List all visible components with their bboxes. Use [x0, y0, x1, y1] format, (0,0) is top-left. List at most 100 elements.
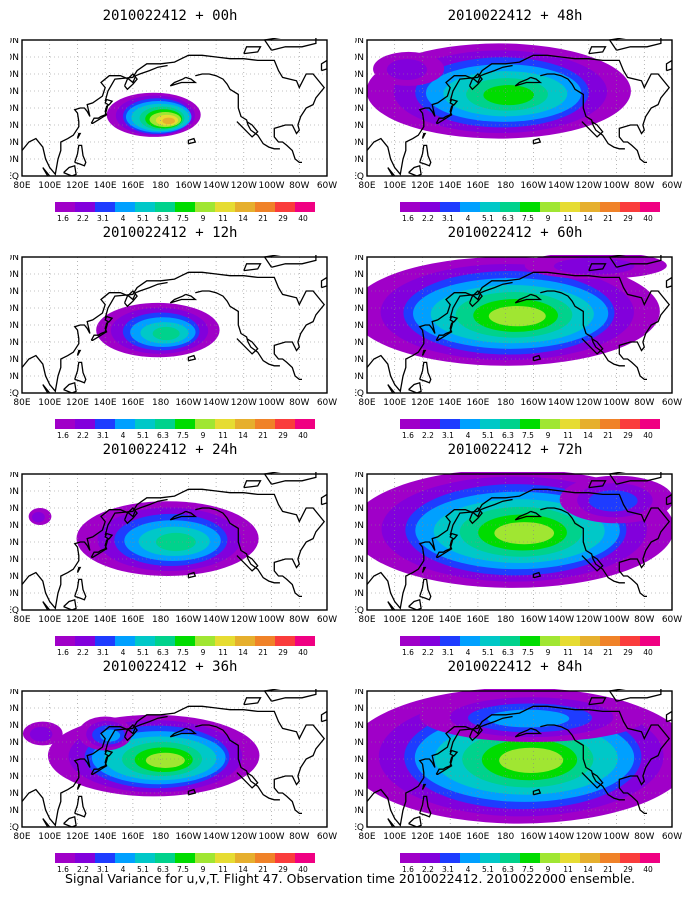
colorbar-label: 14: [238, 214, 248, 223]
coastline: [588, 46, 607, 55]
lat-label: 60N: [355, 721, 364, 731]
colorbar-label: 7.5: [177, 865, 189, 874]
colorbar-label: 1.6: [57, 648, 69, 657]
colorbar-label: 7.5: [177, 431, 189, 440]
colorbar-swatch: [275, 636, 295, 646]
colorbar-label: 21: [603, 431, 613, 440]
coastline: [123, 724, 138, 742]
colorbar-label: 7.5: [177, 648, 189, 657]
lon-label: 120W: [576, 181, 602, 191]
coastline: [408, 815, 422, 828]
colorbar-label: 6.3: [157, 648, 169, 657]
lon-label: 120E: [66, 181, 89, 191]
colorbar-label: 21: [603, 865, 613, 874]
coastline: [532, 788, 542, 796]
lon-label: 80W: [634, 615, 654, 625]
map-48h: 80N 70N 60N 50N 40N 30N 20N 10N EQ80E 100E 120E 140…: [355, 38, 695, 198]
colorbar-swatch: [255, 202, 275, 212]
lon-label: 80E: [358, 398, 375, 408]
lon-label: 100W: [604, 398, 630, 408]
lon-label: 140E: [439, 398, 462, 408]
colorbar-swatch: [115, 419, 135, 429]
coastline: [320, 276, 328, 289]
colorbar-swatch: [215, 419, 235, 429]
lat-label: 20N: [10, 138, 19, 148]
lon-label: 140E: [94, 398, 117, 408]
panel-36h: 2010022412 + 36h 80N 70N 60N 50N 40N 30N 20N 10…: [10, 659, 350, 874]
coastline: [63, 164, 77, 177]
lon-label: 140E: [94, 615, 117, 625]
colorbar-label: 4: [466, 865, 471, 874]
colorbar-label: 4: [466, 648, 471, 657]
colorbar-label: 2.2: [422, 431, 434, 440]
coastline: [665, 276, 673, 289]
coastline: [236, 772, 259, 789]
lon-label: 120W: [231, 181, 257, 191]
colorbar-label: 40: [298, 865, 308, 874]
colorbar-swatch: [580, 636, 600, 646]
coastline: [468, 73, 483, 91]
lon-label: 120W: [231, 615, 257, 625]
colorbar-label: 3.1: [442, 431, 454, 440]
coastline: [90, 315, 114, 341]
colorbar-label: 1.6: [402, 214, 414, 223]
coastline: [90, 532, 114, 558]
coastline: [449, 54, 671, 164]
lat-label: 20N: [355, 355, 364, 365]
lat-label: 60N: [10, 287, 19, 297]
lon-label: 140W: [203, 615, 229, 625]
coastline: [540, 724, 625, 801]
panel-00h: 2010022412 + 00h 80N 70N 60N 50N 40N 30N 20N 10…: [10, 8, 350, 223]
lat-label: 80N: [355, 689, 364, 697]
lon-label: 100W: [604, 832, 630, 842]
map-svg: 80N 70N 60N 50N 40N 30N 20N 10N EQ80E 100E 120E 140…: [355, 472, 695, 632]
colorbar-label: 5.1: [482, 865, 494, 874]
colorbar-label: 3.1: [442, 214, 454, 223]
coastline: [243, 697, 262, 706]
coastline: [243, 263, 262, 272]
colorbar-swatch: [460, 419, 480, 429]
colorbar-swatch: [115, 202, 135, 212]
coastline: [90, 98, 114, 124]
lat-label: 20N: [355, 572, 364, 582]
lon-label: 160E: [466, 832, 489, 842]
lat-label: 70N: [355, 270, 364, 280]
lon-label: 160W: [520, 181, 546, 191]
variance-shade: [483, 85, 534, 106]
coastline: [514, 76, 543, 87]
colorbar-swatch: [640, 202, 660, 212]
colorbar-label: 9: [546, 648, 551, 657]
coastline: [366, 64, 513, 176]
colorbar-label: 9: [201, 214, 206, 223]
colorbar-label: 1.6: [402, 431, 414, 440]
lat-label: 30N: [355, 338, 364, 348]
lat-label: 50N: [355, 304, 364, 314]
colorbar-label: 3.1: [442, 648, 454, 657]
lon-label: 120E: [411, 181, 434, 191]
colorbar-svg: 1.6 2.2 3.1 4 5.1 6.3 7.5 9 11 14 21 29 40: [55, 419, 315, 440]
colorbar-swatch: [600, 419, 620, 429]
lon-label: 140E: [439, 615, 462, 625]
coastline: [421, 132, 427, 139]
map-svg: 80N 70N 60N 50N 40N 30N 20N 10N EQ80E 100E 120E 140…: [355, 689, 695, 849]
colorbar-swatch: [520, 419, 540, 429]
colorbar-swatch: [400, 419, 420, 429]
colorbar-label: 5.1: [482, 648, 494, 657]
lat-label: 20N: [10, 789, 19, 799]
colorbar-label: 21: [603, 214, 613, 223]
colorbar: 1.6 2.2 3.1 4 5.1 6.3 7.5 9 11 14 21 29 40: [10, 419, 350, 441]
colorbar-label: 1.6: [57, 214, 69, 223]
coastline: [187, 571, 197, 579]
coastline: [195, 507, 280, 584]
lat-label: EQ: [355, 389, 364, 399]
lat-label: 60N: [10, 70, 19, 80]
colorbar-label: 40: [643, 648, 653, 657]
lon-label: 100E: [383, 181, 406, 191]
lat-label: 30N: [355, 555, 364, 565]
lat-label: 30N: [355, 121, 364, 131]
map-frame: [366, 690, 673, 828]
lon-label: 160W: [175, 181, 201, 191]
lat-label: 70N: [10, 487, 19, 497]
colorbar-swatch: [275, 419, 295, 429]
lon-label: 100E: [383, 832, 406, 842]
